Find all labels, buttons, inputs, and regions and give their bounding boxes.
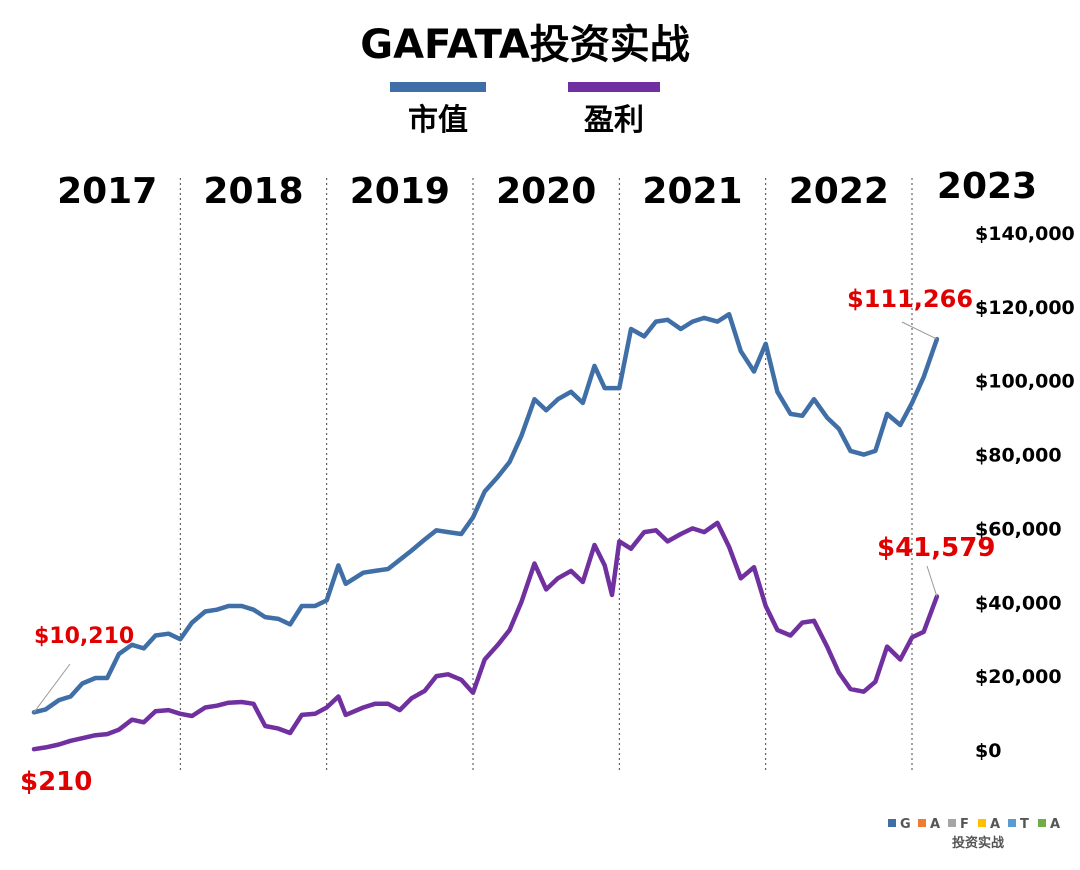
year-labels: 2017 2018 2019 2020 2021 2022 2023 <box>57 166 1037 212</box>
annotation-leader-line <box>33 663 71 713</box>
watermark-letter: A <box>990 817 1000 832</box>
market-value-line <box>31 311 940 715</box>
watermark-letter: T <box>1020 817 1029 832</box>
watermark-swatch <box>948 819 956 827</box>
legend: 市值 盈利 <box>390 82 660 138</box>
annotation-leader-line <box>926 565 938 597</box>
profit-line <box>31 520 940 752</box>
y-tick-label: $0 <box>975 740 1001 762</box>
watermark-letter: A <box>930 817 940 832</box>
legend-label-market-value: 市值 <box>408 103 468 138</box>
annotation-start-profit: $210 <box>20 767 92 797</box>
legend-swatch-market-value <box>390 82 486 92</box>
year-label-2019: 2019 <box>350 171 450 212</box>
annotation-start-market-value: $10,210 <box>34 624 134 649</box>
annotation-end-profit: $41,579 <box>877 533 995 563</box>
y-tick-label: $20,000 <box>975 666 1062 688</box>
year-label-2021: 2021 <box>642 171 742 212</box>
y-tick-label: $100,000 <box>975 371 1075 393</box>
watermark-letter: A <box>1050 817 1060 832</box>
legend-swatch-profit <box>568 82 660 92</box>
legend-label-profit: 盈利 <box>584 103 644 138</box>
value-annotations: $10,210 $210 $111,266 $41,579 <box>20 285 995 797</box>
y-tick-label: $60,000 <box>975 518 1062 540</box>
year-label-2020: 2020 <box>496 171 596 212</box>
chart-title: GAFATA投资实战 <box>360 22 690 68</box>
year-label-2017: 2017 <box>57 171 157 212</box>
y-tick-label: $80,000 <box>975 445 1062 467</box>
y-tick-label: $120,000 <box>975 297 1075 319</box>
watermark-swatch <box>918 819 926 827</box>
annotation-end-market-value: $111,266 <box>847 285 973 313</box>
watermark-letter: G <box>900 817 911 832</box>
y-axis-ticks: $0 $20,000 $40,000 $60,000 $80,000 $100,000 $1… <box>975 223 1075 762</box>
y-tick-label: $40,000 <box>975 592 1062 614</box>
watermark-subtitle: 投资实战 <box>952 835 1004 851</box>
series-lines <box>31 311 940 752</box>
watermark-swatch <box>1038 819 1046 827</box>
year-label-2023: 2023 <box>937 166 1037 207</box>
watermark-swatch <box>978 819 986 827</box>
watermark-swatch <box>1008 819 1016 827</box>
y-tick-label: $140,000 <box>975 223 1075 245</box>
watermark: G A F A T A 投资实战 <box>888 817 1060 851</box>
annotation-leader-line <box>901 321 938 340</box>
year-dividers <box>179 178 913 772</box>
watermark-swatch <box>888 819 896 827</box>
year-label-2018: 2018 <box>203 171 303 212</box>
watermark-letter: F <box>960 817 969 832</box>
year-label-2022: 2022 <box>789 171 889 212</box>
